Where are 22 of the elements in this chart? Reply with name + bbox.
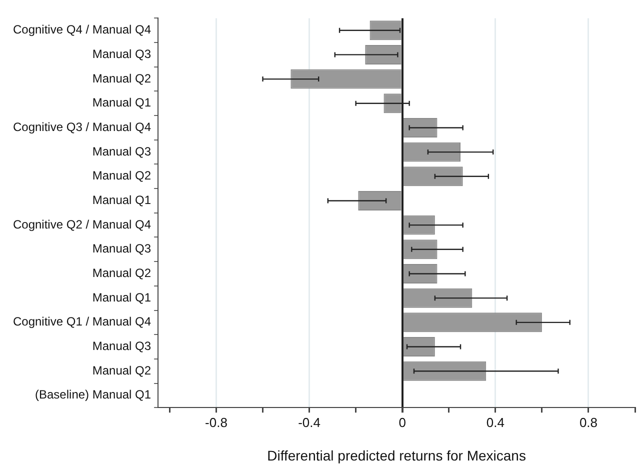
x-tick-label: -0.4	[298, 414, 320, 430]
y-tick-label: Cognitive Q2 / Manual Q4	[12, 217, 152, 232]
y-tick-label: Manual Q3	[92, 339, 152, 354]
y-tick-label: Manual Q2	[92, 363, 152, 378]
y-tick-label: Manual Q1	[92, 96, 152, 110]
y-tick-label: Manual Q2	[92, 266, 152, 280]
y-tick-label: Cognitive Q1 / Manual Q4	[12, 314, 152, 329]
y-tick-label: Cognitive Q3 / Manual Q4	[12, 120, 152, 134]
y-tick-label: Manual Q2	[92, 71, 152, 86]
x-tick-label: 0.4	[486, 414, 504, 430]
y-tick-label: (Baseline) Manual Q1	[35, 388, 152, 402]
y-tick-label: Manual Q2	[92, 168, 152, 183]
y-tick-label: Manual Q3	[92, 144, 152, 158]
x-tick-label: 0	[398, 414, 406, 430]
x-tick-label: -0.8	[205, 414, 228, 430]
y-tick-label: Manual Q1	[92, 290, 152, 304]
x-tick-label: 0.8	[579, 414, 598, 430]
x-axis-title: Differential predicted returns for Mexicans	[267, 447, 526, 464]
y-tick-label: Manual Q1	[92, 193, 152, 208]
y-tick-label: Cognitive Q4 / Manual Q4	[12, 22, 152, 37]
y-tick-label: Manual Q3	[92, 47, 152, 62]
y-tick-label: Manual Q3	[92, 242, 152, 256]
